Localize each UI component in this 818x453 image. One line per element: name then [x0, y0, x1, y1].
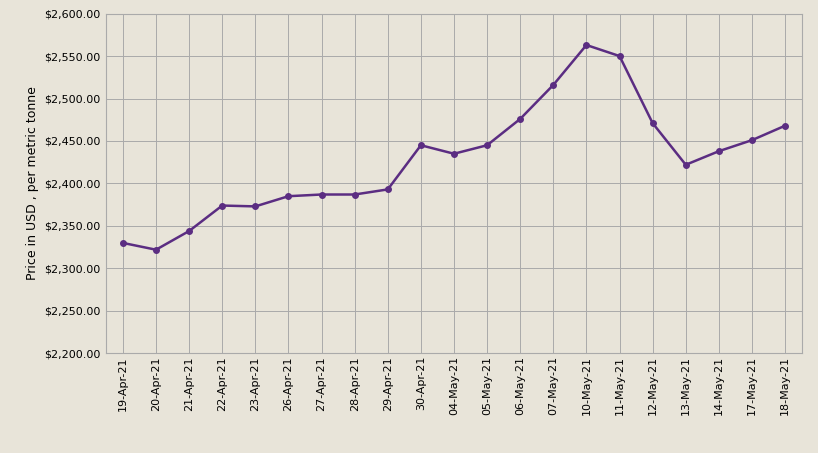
Y-axis label: Price in USD , per metric tonne: Price in USD , per metric tonne [26, 87, 38, 280]
